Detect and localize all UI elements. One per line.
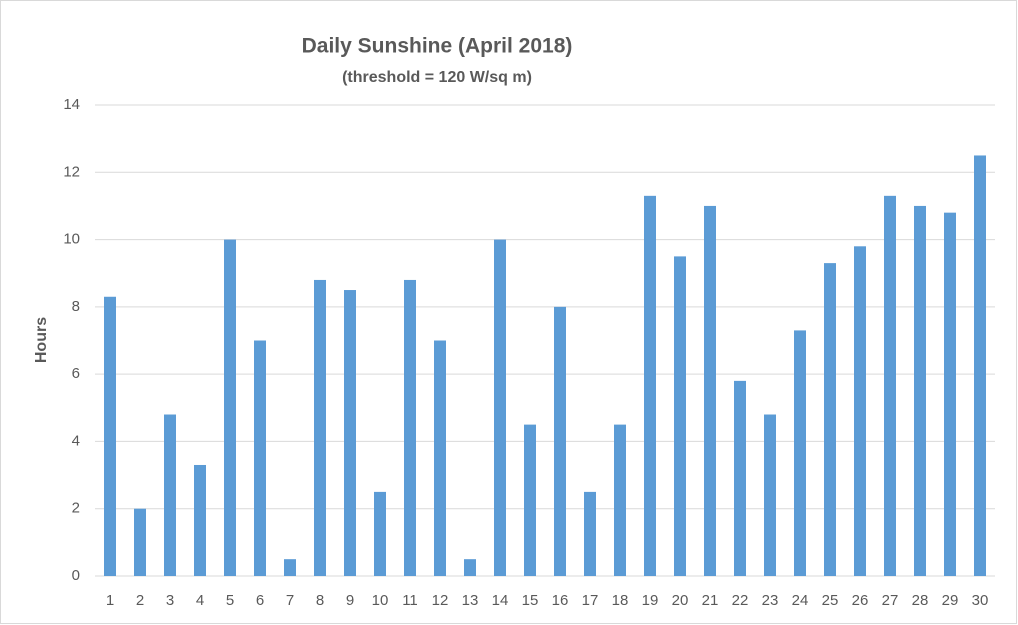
y-tick-label: 6 [72, 365, 80, 382]
chart-subtitle: (threshold = 120 W/sq m) [342, 69, 532, 86]
y-tick-label: 14 [63, 96, 80, 113]
x-tick-label: 8 [316, 592, 324, 609]
bar [824, 263, 836, 576]
bar [224, 239, 236, 577]
bar [524, 424, 536, 576]
y-tick-label: 2 [72, 500, 80, 517]
bar [644, 195, 656, 577]
y-tick-label: 10 [63, 231, 80, 248]
x-tick-label: 5 [226, 592, 234, 609]
bar [914, 205, 926, 576]
bar [464, 559, 476, 576]
x-tick-label: 13 [462, 592, 479, 609]
bar [494, 239, 506, 577]
x-tick-label: 20 [672, 592, 689, 609]
x-tick-label: 7 [286, 592, 294, 609]
x-tick-label: 6 [256, 592, 264, 609]
bar [854, 246, 866, 577]
bar [734, 380, 746, 576]
x-tick-label: 4 [196, 592, 204, 609]
x-tick-label: 3 [166, 592, 174, 609]
x-tick-label: 25 [822, 592, 839, 609]
x-tick-label: 10 [372, 592, 389, 609]
y-tick-label: 4 [72, 432, 80, 449]
bar [584, 491, 596, 576]
x-tick-label: 14 [492, 592, 509, 609]
y-axis-title: Hours [33, 317, 50, 363]
x-tick-label: 21 [702, 592, 719, 609]
y-tick-label: 0 [72, 567, 80, 584]
bar [104, 296, 116, 576]
y-tick-label: 8 [72, 298, 80, 315]
x-tick-label: 17 [582, 592, 599, 609]
x-tick-label: 22 [732, 592, 749, 609]
bar [164, 414, 176, 576]
chart-title: Daily Sunshine (April 2018) [302, 35, 573, 58]
y-tick-label: 12 [63, 163, 80, 180]
x-tick-label: 24 [792, 592, 809, 609]
x-tick-label: 23 [762, 592, 779, 609]
x-tick-label: 11 [402, 592, 418, 609]
bar [884, 195, 896, 577]
bar [764, 414, 776, 576]
bar [794, 330, 806, 576]
x-tick-label: 1 [106, 592, 114, 609]
bar [554, 306, 566, 576]
x-tick-label: 30 [972, 592, 989, 609]
bar [314, 279, 326, 576]
x-tick-label: 19 [642, 592, 659, 609]
x-tick-label: 2 [136, 592, 144, 609]
bar [254, 340, 266, 576]
bar [344, 290, 356, 576]
bar [134, 508, 146, 576]
bar [374, 491, 386, 576]
bar [404, 279, 416, 576]
bar [674, 256, 686, 576]
bar [974, 155, 986, 576]
x-tick-label: 18 [612, 592, 629, 609]
x-tick-label: 12 [432, 592, 449, 609]
x-tick-label: 27 [882, 592, 899, 609]
bar [704, 205, 716, 576]
x-tick-label: 16 [552, 592, 569, 609]
x-tick-label: 29 [942, 592, 959, 609]
bar [434, 340, 446, 576]
x-tick-label: 15 [522, 592, 539, 609]
bar [194, 464, 206, 576]
x-tick-label: 9 [346, 592, 354, 609]
x-tick-label: 28 [912, 592, 929, 609]
bar [284, 559, 296, 576]
bar [614, 424, 626, 576]
x-tick-label: 26 [852, 592, 869, 609]
bar [944, 212, 956, 576]
